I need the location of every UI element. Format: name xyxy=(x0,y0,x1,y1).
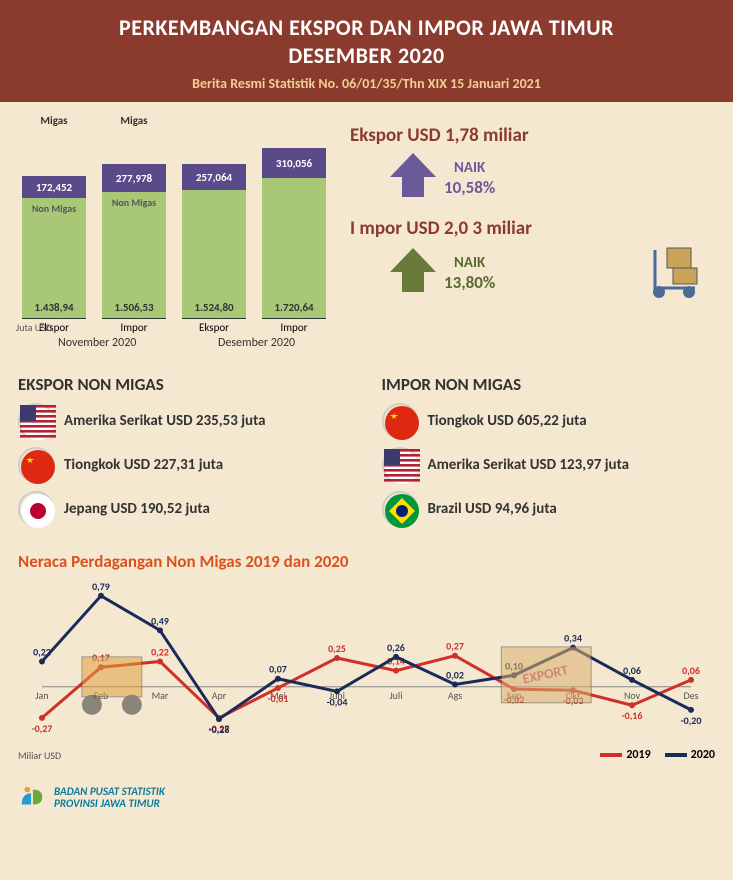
svg-text:0,27: 0,27 xyxy=(446,640,464,653)
country-text: Jepang USD 190,52 juta xyxy=(64,500,210,518)
svg-text:-0,16: -0,16 xyxy=(622,709,643,722)
country-row: Amerika Serikat USD 235,53 juta xyxy=(18,403,352,439)
line-chart-title: Neraca Perdagangan Non Migas 2019 dan 20… xyxy=(18,551,715,572)
svg-text:0,22: 0,22 xyxy=(33,645,51,658)
ekspor-change: NAIK 10,58% xyxy=(444,159,495,198)
svg-text:-0,27: -0,27 xyxy=(32,722,53,735)
flag-icon xyxy=(382,403,418,439)
month-label-b: Desember 2020 xyxy=(218,336,295,350)
flag-icon xyxy=(382,491,418,527)
metrics-panel: Ekspor USD 1,78 miliar NAIK 10,58% I mpo… xyxy=(340,114,715,334)
ekspor-title: Ekspor USD 1,78 miliar xyxy=(350,124,705,147)
header-subtitle: Berita Resmi Statistik No. 06/01/35/Thn … xyxy=(10,75,723,92)
bar-group: Migas277,978Non Migas1.506,53Impor xyxy=(98,114,170,334)
country-row: Amerika Serikat USD 123,97 juta xyxy=(382,447,716,483)
footer: BADAN PUSAT STATISTIK PROVINSI JAWA TIMU… xyxy=(0,774,733,822)
legend-item: 2020 xyxy=(665,748,715,762)
svg-text:0,34: 0,34 xyxy=(564,632,582,645)
month-label-a: November 2020 xyxy=(58,336,136,350)
bps-logo-icon xyxy=(18,784,46,812)
svg-text:-0,28: -0,28 xyxy=(209,723,230,736)
arrow-up-icon xyxy=(390,248,436,298)
svg-text:-0,01: -0,01 xyxy=(268,692,289,705)
page-title: PERKEMBANGAN EKSPOR DAN IMPOR JAWA TIMUR… xyxy=(10,14,723,69)
svg-text:0,79: 0,79 xyxy=(92,580,110,593)
country-row: Jepang USD 190,52 juta xyxy=(18,491,352,527)
svg-text:Nov: Nov xyxy=(624,689,641,702)
impor-nonmigas-title: IMPOR NON MIGAS xyxy=(382,374,716,395)
handtruck-icon xyxy=(645,240,705,300)
flag-icon xyxy=(382,447,418,483)
ekspor-country-list: Amerika Serikat USD 235,53 juta Tiongkok … xyxy=(18,403,352,527)
svg-text:Ags: Ags xyxy=(448,689,462,702)
header: PERKEMBANGAN EKSPOR DAN IMPOR JAWA TIMUR… xyxy=(0,0,733,102)
country-text: Tiongkok USD 227,31 juta xyxy=(64,456,223,474)
country-text: Tiongkok USD 605,22 juta xyxy=(428,412,587,430)
svg-text:0,02: 0,02 xyxy=(446,669,464,682)
flag-icon xyxy=(18,403,54,439)
line-chart-legend: 2019 2020 xyxy=(600,748,715,762)
svg-text:0,49: 0,49 xyxy=(151,614,169,627)
impor-country-list: Tiongkok USD 605,22 juta Amerika Serikat … xyxy=(382,403,716,527)
svg-text:0,25: 0,25 xyxy=(328,642,346,655)
bar-y-unit: Juta USD xyxy=(16,321,52,334)
svg-text:-0,04: -0,04 xyxy=(327,695,348,708)
country-text: Brazil USD 94,96 juta xyxy=(428,500,557,518)
svg-text:Juli: Juli xyxy=(390,689,403,702)
impor-title: I mpor USD 2,0 3 miliar xyxy=(350,217,705,240)
legend-item: 2019 xyxy=(600,748,650,762)
svg-text:Jan: Jan xyxy=(35,689,48,702)
bar-chart: Migas172,452Non Migas1.438,94EksporMigas… xyxy=(18,114,330,334)
svg-text:0,26: 0,26 xyxy=(387,641,405,654)
country-row: Brazil USD 94,96 juta xyxy=(382,491,716,527)
country-row: Tiongkok USD 605,22 juta xyxy=(382,403,716,439)
bar-group: 310,0561.720,64Impor xyxy=(258,127,330,334)
flag-icon xyxy=(18,491,54,527)
country-row: Tiongkok USD 227,31 juta xyxy=(18,447,352,483)
svg-text:-0,20: -0,20 xyxy=(681,714,702,727)
bar-group: 257,0641.524,80Ekspor xyxy=(178,127,250,334)
svg-text:0,06: 0,06 xyxy=(682,664,700,677)
footer-line2: PROVINSI JAWA TIMUR xyxy=(54,798,165,810)
arrow-up-icon xyxy=(390,153,436,203)
line-chart-unit: Miliar USD xyxy=(18,749,61,762)
svg-text:Des: Des xyxy=(684,689,699,702)
line-chart: JanFebMarAprMeiJuniJuliAgsSepOktNovDes-0… xyxy=(22,578,711,748)
svg-text:0,07: 0,07 xyxy=(269,663,287,676)
impor-change: NAIK 13,80% xyxy=(444,254,495,293)
svg-text:0,06: 0,06 xyxy=(623,664,641,677)
bar-group: Migas172,452Non Migas1.438,94Ekspor xyxy=(18,114,90,334)
svg-text:Mar: Mar xyxy=(152,689,169,702)
flag-icon xyxy=(18,447,54,483)
country-text: Amerika Serikat USD 235,53 juta xyxy=(64,412,266,430)
ekspor-nonmigas-title: EKSPOR NON MIGAS xyxy=(18,374,352,395)
country-text: Amerika Serikat USD 123,97 juta xyxy=(428,456,630,474)
svg-text:0,22: 0,22 xyxy=(151,645,169,658)
svg-text:Apr: Apr xyxy=(212,689,227,702)
